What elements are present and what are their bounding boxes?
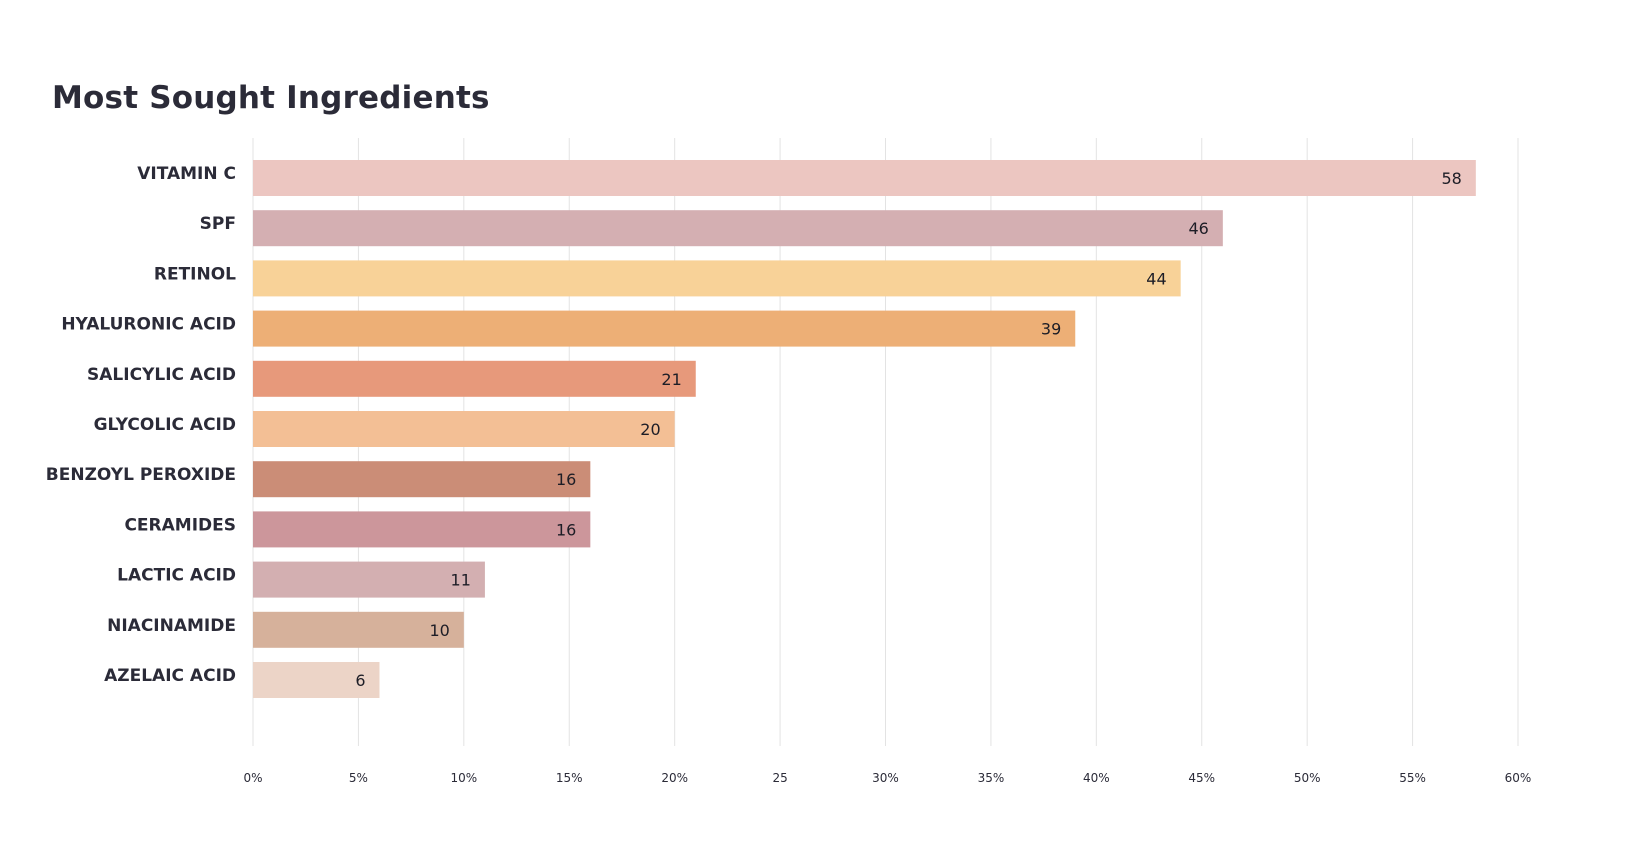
- bar-value-label: 44: [1146, 269, 1166, 288]
- bar-value-label: 46: [1188, 219, 1208, 238]
- x-tick-label: 15%: [556, 771, 583, 785]
- bars: 58 46 44 39 21 20 16 16 11 10 6: [253, 160, 1476, 698]
- bar-value-label: 39: [1041, 320, 1061, 339]
- x-tick-label: 25: [772, 771, 787, 785]
- bar: [253, 561, 485, 598]
- category-label: NIACINAMIDE: [107, 616, 236, 636]
- bar-value-label: 58: [1441, 169, 1461, 188]
- bar: [253, 461, 591, 498]
- bar: [253, 411, 675, 447]
- category-label: RETINOL: [154, 264, 236, 284]
- x-tick-label: 50%: [1294, 771, 1321, 785]
- bar-value-label: 21: [661, 370, 681, 389]
- category-label: HYALURONIC ACID: [61, 315, 236, 335]
- bar-value-label: 11: [451, 571, 471, 590]
- category-label: SPF: [200, 214, 236, 234]
- bar: [253, 160, 1476, 196]
- x-tick-label: 5%: [349, 771, 368, 785]
- x-tick-label: 30%: [872, 771, 899, 785]
- x-tick-label: 45%: [1188, 771, 1215, 785]
- bar: [253, 310, 1076, 347]
- x-tick-label: 20%: [661, 771, 688, 785]
- x-tick-label: 35%: [978, 771, 1005, 785]
- category-label: BENZOYL PEROXIDE: [46, 465, 236, 485]
- bar: [253, 662, 380, 698]
- category-label: GLYCOLIC ACID: [94, 415, 236, 435]
- bar-value-label: 16: [556, 520, 576, 539]
- bar-value-label: 10: [429, 621, 449, 640]
- x-tick-label: 60%: [1505, 771, 1532, 785]
- x-tick-label: 10%: [450, 771, 477, 785]
- bar: [253, 511, 591, 548]
- category-labels: VITAMIN C SPF RETINOL HYALURONIC ACID SALICY…: [46, 164, 236, 686]
- category-label: LACTIC ACID: [117, 566, 236, 586]
- bar: [253, 360, 696, 397]
- x-tick-label: 40%: [1083, 771, 1110, 785]
- category-label: CERAMIDES: [124, 515, 236, 535]
- category-label: AZELAIC ACID: [104, 666, 236, 686]
- bar-value-label: 16: [556, 470, 576, 489]
- bar: [253, 210, 1223, 247]
- bar-value-label: 6: [355, 671, 365, 690]
- x-tick-label: 0%: [243, 771, 262, 785]
- bar: [253, 611, 464, 648]
- x-tick-label: 55%: [1399, 771, 1426, 785]
- category-label: VITAMIN C: [137, 164, 236, 184]
- x-axis-ticks: 0% 5% 10% 15% 20% 25 30% 35% 40% 45% 50% 55% 60%: [243, 771, 1531, 785]
- category-label: SALICYLIC ACID: [87, 365, 236, 385]
- chart-title: Most Sought Ingredients: [52, 80, 490, 116]
- bar: [253, 260, 1181, 297]
- bar-value-label: 20: [640, 420, 660, 439]
